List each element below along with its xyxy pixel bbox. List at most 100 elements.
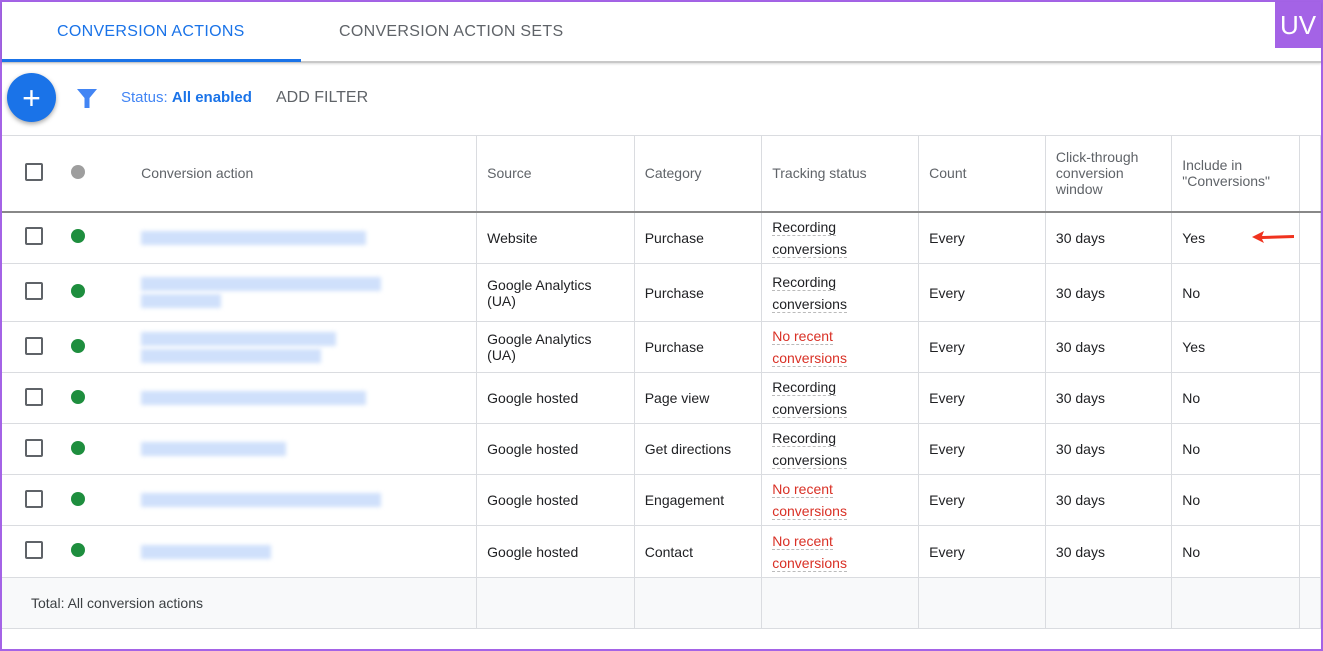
count-cell: Every bbox=[918, 263, 1046, 322]
add-filter-button[interactable]: ADD FILTER bbox=[276, 89, 369, 106]
table-row[interactable]: Google hosted Contact No recent conversi… bbox=[2, 525, 1321, 578]
tracking-status-text[interactable]: No recent conversions bbox=[772, 328, 847, 367]
table-row[interactable]: Website Purchase Recording conversions E… bbox=[2, 211, 1321, 264]
total-row: Total: All conversion actions bbox=[2, 577, 1321, 629]
tracking-status-cell[interactable]: Recording conversions bbox=[761, 211, 920, 264]
conversion-action-name[interactable] bbox=[131, 474, 478, 526]
col-include-in-conversions[interactable]: Include in "Conversions" bbox=[1171, 135, 1300, 213]
window-cell: 30 days bbox=[1045, 474, 1173, 526]
count-cell: Every bbox=[918, 423, 1046, 475]
tab-bar: CONVERSION ACTIONS CONVERSION ACTION SET… bbox=[2, 2, 1321, 63]
table-row[interactable]: Google hosted Page view Recording conver… bbox=[2, 372, 1321, 424]
include-cell: Yes bbox=[1171, 321, 1300, 373]
redacted-name bbox=[141, 331, 337, 346]
conversion-action-name[interactable] bbox=[131, 263, 478, 322]
tab-conversion-actions[interactable]: CONVERSION ACTIONS bbox=[57, 23, 245, 40]
category-cell: Get directions bbox=[634, 423, 763, 475]
redacted-name bbox=[141, 230, 367, 245]
filter-icon[interactable] bbox=[76, 88, 98, 110]
col-category[interactable]: Category bbox=[634, 135, 763, 213]
source-cell: Google hosted bbox=[476, 474, 635, 526]
tracking-status-text[interactable]: Recording conversions bbox=[772, 218, 847, 258]
status-filter[interactable]: Status: All enabled bbox=[121, 89, 252, 106]
select-all-checkbox[interactable] bbox=[25, 162, 43, 181]
status-header-icon bbox=[70, 164, 85, 179]
conversion-action-name[interactable] bbox=[131, 372, 478, 424]
redacted-name bbox=[141, 544, 272, 559]
enabled-status-icon bbox=[70, 389, 85, 404]
enabled-status-icon bbox=[70, 284, 85, 298]
enabled-status-icon bbox=[70, 543, 85, 557]
tracking-status-text[interactable]: Recording conversions bbox=[772, 379, 847, 418]
tracking-status-cell[interactable]: No recent conversions bbox=[761, 525, 920, 578]
total-label: Total: All conversion actions bbox=[2, 577, 478, 629]
redacted-name bbox=[141, 277, 382, 291]
tab-conversion-action-sets[interactable]: CONVERSION ACTION SETS bbox=[339, 23, 564, 40]
tracking-status-text[interactable]: No recent conversions bbox=[772, 532, 847, 572]
category-cell: Engagement bbox=[634, 474, 763, 526]
conversion-action-name[interactable] bbox=[131, 321, 478, 373]
row-checkbox[interactable] bbox=[25, 489, 43, 508]
col-click-through-window[interactable]: Click-through conversion window bbox=[1045, 135, 1173, 213]
tracking-status-text[interactable]: Recording conversions bbox=[772, 273, 847, 313]
include-cell: No bbox=[1171, 372, 1300, 424]
include-cell: No bbox=[1171, 474, 1300, 526]
tracking-status-cell[interactable]: Recording conversions bbox=[761, 372, 920, 424]
window-cell: 30 days bbox=[1045, 372, 1173, 424]
category-cell: Purchase bbox=[634, 211, 763, 264]
row-checkbox[interactable] bbox=[25, 227, 43, 246]
window-cell: 30 days bbox=[1045, 263, 1173, 322]
row-checkbox[interactable] bbox=[25, 387, 43, 406]
category-cell: Page view bbox=[634, 372, 763, 424]
status-value: All enabled bbox=[171, 89, 252, 106]
category-cell: Contact bbox=[634, 525, 763, 578]
conversion-action-name[interactable] bbox=[131, 211, 478, 264]
conversion-action-name[interactable] bbox=[131, 525, 478, 578]
include-cell: No bbox=[1171, 525, 1300, 578]
count-cell: Every bbox=[918, 321, 1046, 373]
source-cell: Google hosted bbox=[476, 423, 635, 475]
conversion-actions-table: Conversion action Source Category Tracki… bbox=[2, 135, 1321, 629]
col-source[interactable]: Source bbox=[476, 135, 635, 213]
redacted-name bbox=[141, 442, 287, 456]
active-tab-indicator bbox=[2, 59, 301, 62]
add-conversion-button[interactable]: + bbox=[7, 73, 56, 122]
source-cell: Website bbox=[476, 211, 635, 264]
table-row[interactable]: Google Analytics (UA) Purchase Recording… bbox=[2, 263, 1321, 322]
tracking-status-text[interactable]: No recent conversions bbox=[772, 481, 847, 520]
tracking-status-text[interactable]: Recording conversions bbox=[772, 430, 847, 469]
conversion-action-name[interactable] bbox=[131, 423, 478, 475]
enabled-status-icon bbox=[70, 491, 85, 506]
table-row[interactable]: Google Analytics (UA) Purchase No recent… bbox=[2, 321, 1321, 373]
row-checkbox[interactable] bbox=[25, 282, 43, 300]
count-cell: Every bbox=[918, 525, 1046, 578]
enabled-status-icon bbox=[70, 338, 85, 353]
category-cell: Purchase bbox=[634, 321, 763, 373]
include-cell: No bbox=[1171, 423, 1300, 475]
row-checkbox[interactable] bbox=[25, 336, 43, 355]
col-count[interactable]: Count bbox=[918, 135, 1046, 213]
col-tracking-status[interactable]: Tracking status bbox=[761, 135, 920, 213]
plus-icon: + bbox=[22, 79, 41, 116]
source-cell: Google hosted bbox=[476, 525, 635, 578]
col-extra bbox=[1299, 135, 1321, 213]
redacted-name bbox=[141, 391, 367, 405]
tracking-status-cell[interactable]: Recording conversions bbox=[761, 423, 920, 475]
tracking-status-cell[interactable]: No recent conversions bbox=[761, 474, 920, 526]
count-cell: Every bbox=[918, 372, 1046, 424]
col-conversion-action[interactable]: Conversion action bbox=[131, 135, 478, 213]
window-cell: 30 days bbox=[1045, 525, 1173, 578]
window-cell: 30 days bbox=[1045, 321, 1173, 373]
row-checkbox[interactable] bbox=[25, 438, 43, 457]
redacted-name bbox=[141, 294, 222, 308]
tracking-status-cell[interactable]: Recording conversions bbox=[761, 263, 920, 322]
include-cell: No bbox=[1171, 263, 1300, 322]
table-row[interactable]: Google hosted Engagement No recent conve… bbox=[2, 474, 1321, 526]
row-checkbox[interactable] bbox=[25, 541, 43, 559]
uv-logo: UV bbox=[1275, 2, 1321, 48]
red-arrow-annotation bbox=[1252, 231, 1294, 243]
source-cell: Google Analytics (UA) bbox=[476, 321, 635, 373]
window-cell: 30 days bbox=[1045, 423, 1173, 475]
tracking-status-cell[interactable]: No recent conversions bbox=[761, 321, 920, 373]
table-row[interactable]: Google hosted Get directions Recording c… bbox=[2, 423, 1321, 475]
